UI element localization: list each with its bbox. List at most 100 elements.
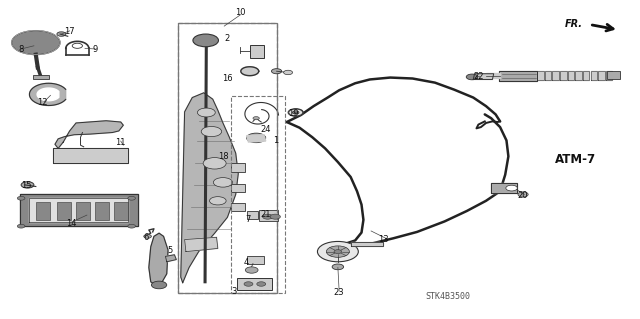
Polygon shape [29, 83, 66, 106]
Circle shape [72, 43, 83, 48]
Bar [178, 23, 277, 293]
Circle shape [271, 69, 282, 74]
Text: 12: 12 [37, 98, 47, 107]
Bar [250, 45, 264, 58]
Polygon shape [560, 71, 566, 80]
Text: 13: 13 [378, 235, 389, 244]
Text: 18: 18 [218, 152, 228, 161]
Circle shape [128, 196, 136, 200]
Text: 9: 9 [93, 45, 98, 55]
Polygon shape [166, 255, 176, 262]
Circle shape [203, 158, 226, 169]
Polygon shape [55, 121, 124, 148]
Circle shape [332, 264, 344, 270]
Bar [607, 71, 620, 79]
Polygon shape [606, 71, 612, 80]
Circle shape [21, 182, 34, 188]
Circle shape [292, 111, 299, 114]
Text: 10: 10 [235, 8, 245, 17]
Circle shape [284, 70, 292, 75]
Polygon shape [246, 135, 266, 142]
Bar [246, 211, 258, 219]
Polygon shape [180, 93, 238, 283]
Polygon shape [499, 70, 537, 81]
Polygon shape [473, 74, 493, 79]
Circle shape [197, 108, 215, 117]
Polygon shape [575, 71, 582, 80]
Text: 4: 4 [244, 258, 249, 267]
Bar [259, 210, 278, 221]
Circle shape [144, 234, 152, 238]
Circle shape [253, 117, 259, 120]
Circle shape [57, 32, 66, 36]
Circle shape [506, 185, 517, 191]
Text: 3: 3 [231, 287, 236, 296]
Circle shape [326, 246, 349, 257]
Polygon shape [537, 71, 543, 80]
Text: STK4B3500: STK4B3500 [425, 292, 470, 301]
Polygon shape [184, 237, 218, 252]
Circle shape [152, 281, 167, 289]
Polygon shape [552, 71, 559, 80]
Text: 19: 19 [288, 109, 298, 118]
Circle shape [262, 214, 273, 219]
Bar [230, 96, 285, 293]
Polygon shape [29, 198, 129, 222]
Circle shape [257, 282, 266, 286]
Circle shape [12, 31, 60, 55]
Polygon shape [241, 67, 259, 76]
Circle shape [245, 267, 258, 273]
Polygon shape [37, 88, 59, 101]
Text: 21: 21 [260, 210, 271, 219]
Bar [76, 202, 90, 220]
Text: 23: 23 [334, 288, 344, 297]
Circle shape [292, 111, 299, 114]
Text: 20: 20 [518, 190, 529, 200]
Bar [95, 202, 109, 220]
Text: FR.: FR. [565, 19, 583, 29]
Circle shape [317, 241, 358, 262]
Polygon shape [583, 71, 589, 80]
Text: 17: 17 [65, 27, 75, 36]
Circle shape [246, 133, 266, 143]
Polygon shape [20, 195, 138, 226]
Circle shape [334, 250, 342, 254]
Circle shape [193, 34, 218, 47]
Bar [36, 202, 50, 220]
Polygon shape [568, 71, 574, 80]
Circle shape [244, 282, 253, 286]
Circle shape [518, 192, 528, 197]
Text: 16: 16 [222, 74, 233, 83]
Polygon shape [591, 71, 597, 80]
Polygon shape [53, 148, 129, 163]
Circle shape [209, 197, 226, 205]
Circle shape [128, 224, 136, 228]
Text: 15: 15 [21, 181, 31, 190]
Text: 6: 6 [143, 233, 149, 242]
Polygon shape [351, 242, 383, 246]
Text: 22: 22 [473, 72, 484, 81]
Text: 8: 8 [19, 45, 24, 55]
Circle shape [201, 126, 221, 137]
Text: ATM-7: ATM-7 [555, 153, 596, 166]
Text: 24: 24 [260, 125, 271, 134]
Circle shape [467, 74, 477, 80]
Circle shape [270, 214, 280, 219]
Polygon shape [149, 233, 168, 284]
Polygon shape [598, 71, 605, 80]
Circle shape [288, 109, 303, 116]
Text: 5: 5 [167, 246, 173, 255]
Bar [230, 203, 244, 211]
Bar [230, 184, 244, 192]
Bar [230, 163, 244, 172]
Bar [57, 202, 71, 220]
Polygon shape [486, 73, 500, 78]
Text: 7: 7 [246, 215, 251, 224]
Text: 14: 14 [66, 219, 76, 228]
Bar [115, 202, 129, 220]
Bar [237, 278, 272, 290]
Circle shape [213, 178, 232, 187]
Bar [33, 75, 49, 78]
Circle shape [289, 109, 303, 116]
Text: 2: 2 [225, 34, 230, 43]
